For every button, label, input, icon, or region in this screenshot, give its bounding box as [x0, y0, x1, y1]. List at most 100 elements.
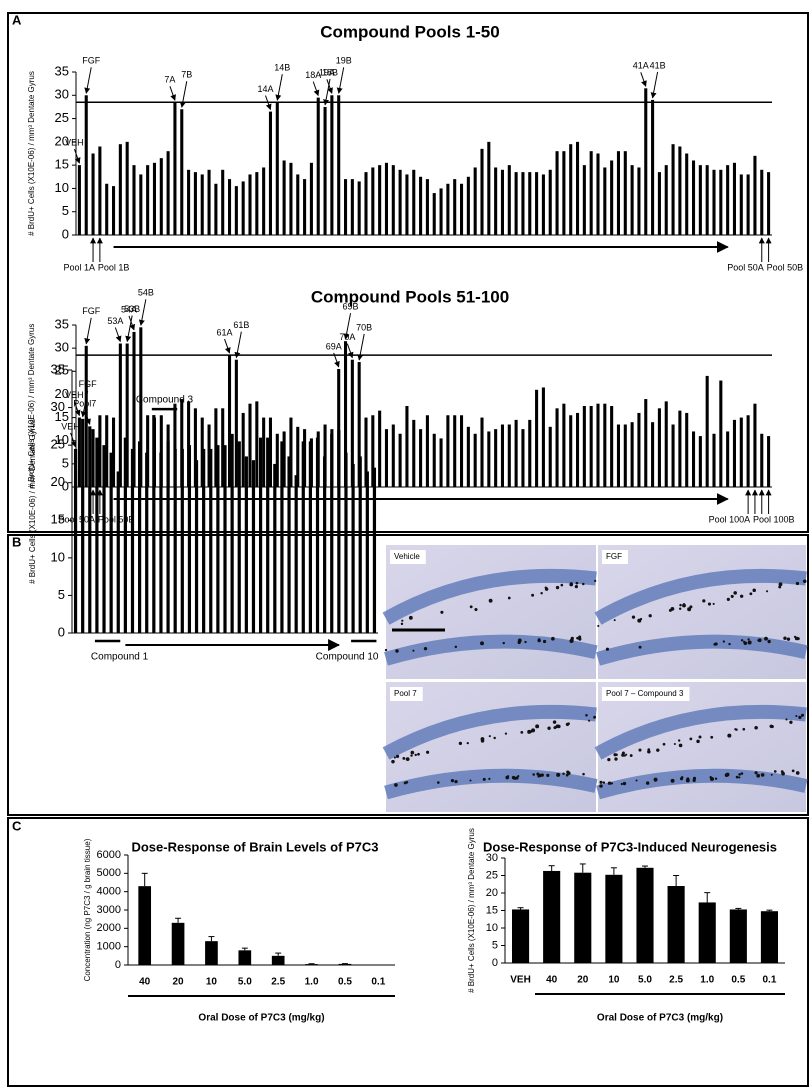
bar	[631, 422, 634, 487]
bar	[181, 449, 184, 633]
brdu-cell	[679, 604, 681, 606]
brdu-cell	[740, 595, 743, 598]
bar-annotation: 14B	[274, 63, 290, 73]
brdu-cell	[597, 625, 599, 627]
y-tick-label: 4000	[97, 886, 121, 898]
y-tick-label: 15	[55, 157, 69, 172]
brdu-cell	[480, 641, 484, 645]
bar	[392, 425, 395, 487]
bar	[678, 411, 681, 487]
brdu-cell	[774, 770, 777, 773]
brdu-cell	[638, 749, 641, 752]
bar	[692, 160, 695, 235]
y-tick-label: 20	[51, 474, 65, 489]
brdu-cell	[535, 724, 539, 728]
bar	[467, 427, 470, 487]
x-tick-label: 20	[173, 977, 185, 988]
bar	[603, 167, 606, 235]
brdu-cell	[671, 607, 675, 611]
brdu-cell	[761, 773, 765, 777]
bar	[644, 88, 647, 235]
bar	[692, 431, 695, 487]
brdu-cell	[731, 595, 734, 598]
pool-label: Pool 50A	[727, 262, 764, 272]
y-tick-label: 30	[486, 852, 498, 864]
bar	[753, 156, 756, 235]
brdu-cell	[742, 728, 745, 731]
y-axis-label: # BrdU+ Cells (X10E-06) / mm³ Dentate Gy…	[28, 419, 37, 584]
bar	[767, 436, 770, 487]
brdu-cell	[467, 742, 469, 744]
bar	[138, 886, 151, 965]
brdu-cell	[409, 616, 413, 620]
bar	[446, 184, 449, 235]
bar	[105, 184, 108, 235]
y-axis-label: # BrdU+ Cells (X10E-06) / mm³ Dentate Gy…	[27, 71, 36, 236]
bar	[81, 419, 84, 633]
pool-label: Pool 1B	[98, 262, 130, 272]
brdu-cell	[801, 714, 804, 717]
bar	[726, 165, 729, 235]
bar	[351, 179, 354, 235]
bar-annotation: Pool7	[73, 399, 96, 409]
bar	[617, 151, 620, 235]
brdu-cell	[608, 782, 611, 785]
brdu-cell	[748, 641, 752, 645]
bar-annotation: 61A	[217, 327, 233, 337]
brdu-cell	[736, 776, 739, 779]
pool-label: Pool 50B	[767, 262, 804, 272]
bar	[85, 95, 88, 235]
bar	[228, 179, 231, 235]
brdu-cell	[710, 736, 713, 739]
bar	[699, 902, 716, 963]
x-tick-label: 20	[577, 975, 589, 986]
bar	[309, 441, 312, 633]
brdu-cell	[715, 778, 717, 780]
brdu-cell	[678, 739, 680, 741]
bar	[412, 420, 415, 487]
y-tick-label: 30	[51, 399, 65, 414]
brdu-cell	[406, 781, 409, 784]
y-tick-label: 25	[486, 869, 498, 881]
bar	[733, 420, 736, 487]
x-tick-label: 0.5	[731, 975, 745, 986]
bar	[726, 431, 729, 487]
brdu-cell	[623, 782, 626, 785]
brdu-cell	[518, 639, 522, 643]
brdu-cell	[632, 616, 635, 619]
bar	[651, 100, 654, 235]
x-tick-label: 5.0	[638, 975, 652, 986]
bar	[167, 151, 170, 235]
bar	[672, 144, 675, 235]
bar	[302, 441, 305, 633]
bar	[512, 909, 529, 963]
brdu-cell	[723, 640, 725, 642]
brdu-cell	[789, 721, 792, 724]
group-label: Compound 10	[316, 652, 379, 663]
bar	[487, 431, 490, 487]
bar	[344, 179, 347, 235]
panel-label: A	[12, 12, 22, 27]
bar	[712, 170, 715, 235]
brdu-cell	[687, 607, 691, 611]
bar	[583, 165, 586, 235]
bar	[172, 923, 185, 965]
bar	[494, 429, 497, 487]
bar	[173, 102, 176, 235]
bar-annotation: 41A	[633, 61, 649, 71]
brdu-cell	[556, 773, 560, 777]
bar	[637, 167, 640, 235]
y-tick-label: 5	[492, 939, 498, 951]
bar	[617, 425, 620, 487]
y-tick-label: 15	[486, 904, 498, 916]
bar	[474, 434, 477, 487]
brdu-cell	[727, 598, 730, 601]
brdu-cell	[696, 740, 699, 743]
bar	[562, 404, 565, 487]
brdu-cell	[594, 580, 596, 582]
brdu-cell	[571, 637, 574, 640]
brdu-cell	[625, 754, 627, 756]
bar	[287, 456, 290, 633]
brdu-cell	[566, 723, 569, 726]
brdu-cell	[798, 716, 801, 719]
